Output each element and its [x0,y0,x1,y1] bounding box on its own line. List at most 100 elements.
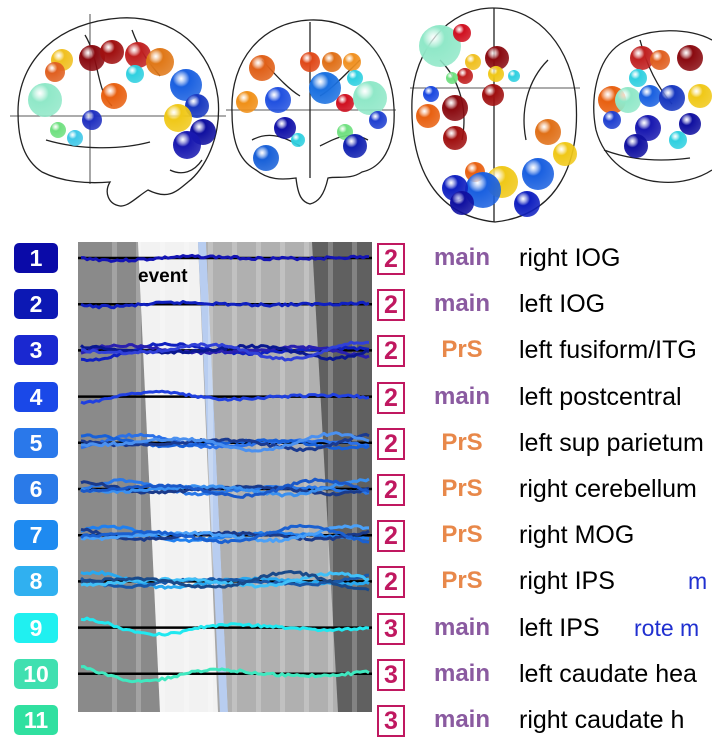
region-sphere [336,94,354,112]
trace-line [80,527,370,542]
region-sphere [322,52,342,72]
cluster-number-box: 2 [377,566,405,599]
region-sphere [419,25,461,67]
region-sphere [265,87,291,113]
background-event-window [138,242,218,712]
region-name-label: left IOG [519,290,606,319]
background-stripe [256,242,261,712]
region-type-label: main [433,659,490,687]
region-name-label: left IPS [519,613,600,642]
row-number-badge: 6 [14,474,58,504]
region-sphere [100,40,124,64]
region-type-label: main [433,613,490,641]
trace-line [80,665,370,684]
region-sphere [164,104,192,132]
region-spheres [28,24,712,217]
region-sphere [423,86,439,102]
row-number-badge: 3 [14,335,58,366]
region-sphere [416,104,440,128]
region-name-label: left postcentral [519,382,682,411]
region-row: 2 2 main left IOG [0,282,712,326]
background-stripe [112,242,117,712]
background-stripe [304,242,309,712]
region-row: 10 3 main left caudate hea [0,652,712,696]
region-sphere [291,133,305,147]
cluster-number-box: 3 [377,705,405,737]
region-row: 5 2 PrS left sup parietum [0,421,712,465]
region-sphere [514,191,540,217]
region-sphere [125,42,151,68]
region-sphere [446,72,458,84]
region-sphere [79,45,105,71]
region-type-label: main [433,382,490,410]
row-number-badge: 7 [14,520,58,551]
region-sphere [650,50,670,70]
cluster-number-box: 2 [377,427,405,460]
region-sphere [629,69,647,87]
cluster-number-box: 2 [377,520,405,553]
trace-line [80,343,370,359]
trace-line [80,340,369,362]
region-sphere [170,69,202,101]
region-sphere [639,85,661,107]
region-sphere [522,158,554,190]
region-type-label: PrS [441,428,483,456]
region-sphere [553,142,577,166]
region-name-label: right caudate h [519,706,685,734]
cluster-number-box: 3 [377,612,405,645]
region-row: 9 3 main left IPS rote m [0,606,712,650]
region-sphere [442,95,468,121]
region-row: 6 2 PrS right cerebellum [0,467,712,511]
region-name-label: right MOG [519,521,635,550]
region-sphere [482,84,504,106]
cluster-number-box: 2 [377,474,405,506]
background-stripe [160,242,165,712]
trace-line [81,253,369,263]
trace-line [80,477,370,498]
row-number-badge: 5 [14,427,58,458]
background-stripe [184,242,189,712]
row-number-badge: 2 [14,289,58,320]
region-type-label: main [433,290,490,318]
region-sphere [353,81,387,115]
timecourse-lines [78,253,372,684]
background-stripe [208,242,213,712]
region-sphere [309,72,341,104]
region-sphere [82,110,102,130]
region-name-label: right cerebellum [519,475,697,503]
region-row: 11 3 main right caudate h [0,698,712,742]
region-sphere [508,70,520,82]
region-sphere [249,55,275,81]
region-annotation-label: m [688,568,708,595]
region-sphere [535,119,561,145]
region-sphere [369,111,387,129]
timecourse-panel [78,242,372,712]
cluster-number-box: 2 [377,243,405,275]
trace-line [80,478,370,497]
region-sphere [45,62,65,82]
region-sphere [450,191,474,215]
region-sphere [173,131,201,159]
region-sphere [300,52,320,72]
region-sphere [635,115,661,141]
region-sphere [185,94,209,118]
region-sphere [126,65,144,83]
brain-views [10,7,712,223]
row-number-badge: 11 [14,705,58,735]
trace-line [80,477,370,499]
region-sphere [343,53,361,71]
trace-line [80,343,370,362]
region-name-label: right IPS [519,567,615,596]
region-sphere [274,117,296,139]
region-sphere [624,134,648,158]
region-sphere [347,70,363,86]
region-row: 7 2 PrS right MOG [0,513,712,557]
region-row: 3 2 PrS left fusiform/ITG [0,328,712,372]
region-sphere [630,46,654,70]
region-type-label: PrS [441,521,483,549]
region-name-label: left fusiform/ITG [519,336,697,365]
row-number-badge: 8 [14,566,58,597]
region-sphere [465,54,481,70]
row-number-badge: 9 [14,612,58,643]
region-sphere [488,66,504,82]
